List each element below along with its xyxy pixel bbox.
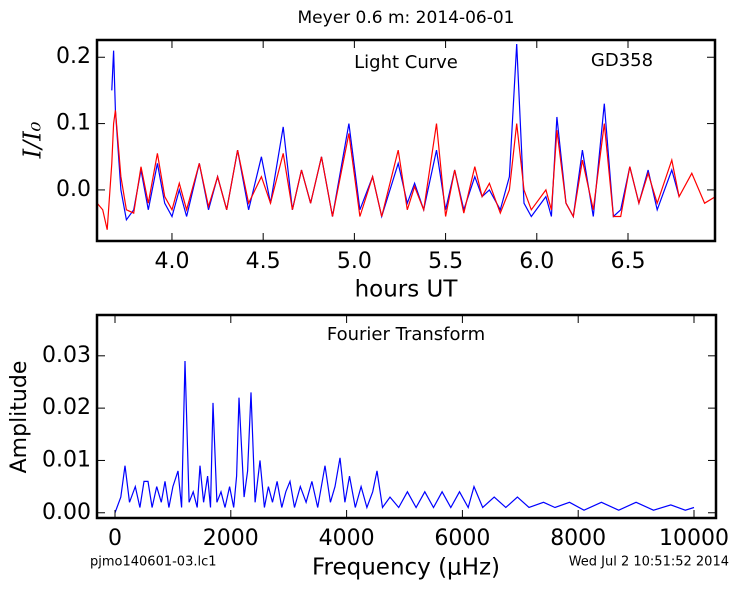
x-axis-label: hours UT xyxy=(355,277,459,303)
y-tick-label: 0.1 xyxy=(56,111,91,136)
annotation: Light Curve xyxy=(354,52,458,73)
x-tick-label: 5.5 xyxy=(428,249,463,274)
chart-title: Meyer 0.6 m: 2014-06-01 xyxy=(298,8,515,28)
y-axis-label: I/I₀ xyxy=(19,121,47,159)
x-tick-label: 10000 xyxy=(659,526,729,551)
y-axis-label: Amplitude xyxy=(7,361,32,474)
x-tick-label: 6.0 xyxy=(519,249,554,274)
footnote: Wed Jul 2 10:51:52 2014 xyxy=(569,555,729,570)
annotation: Fourier Transform xyxy=(327,324,485,345)
y-tick-label: 0.00 xyxy=(42,500,91,525)
plot-frame xyxy=(95,38,717,243)
y-tick-label: 0.03 xyxy=(42,343,91,368)
y-tick-label: 0.01 xyxy=(42,447,91,472)
x-axis-label: Frequency (μHz) xyxy=(312,555,500,581)
x-tick-label: 4000 xyxy=(319,526,375,551)
data-line xyxy=(111,43,680,222)
x-tick-label: 4.0 xyxy=(154,249,189,274)
x-tick-label: 8000 xyxy=(550,526,606,551)
x-tick-label: 4.5 xyxy=(246,249,281,274)
data-line xyxy=(96,110,716,230)
y-tick-label: 0.2 xyxy=(56,44,91,69)
x-tick-label: 2000 xyxy=(203,526,259,551)
x-tick-label: 0 xyxy=(108,526,122,551)
y-tick-label: 0.0 xyxy=(56,177,91,202)
data-line xyxy=(114,360,695,514)
plot-frame xyxy=(95,313,718,520)
x-tick-label: 6000 xyxy=(434,526,490,551)
x-tick-label: 5.0 xyxy=(337,249,372,274)
y-tick-label: 0.02 xyxy=(42,395,91,420)
footnote: pjmo140601-03.lc1 xyxy=(90,555,217,570)
x-tick-label: 6.5 xyxy=(610,249,645,274)
annotation: GD358 xyxy=(591,50,653,71)
